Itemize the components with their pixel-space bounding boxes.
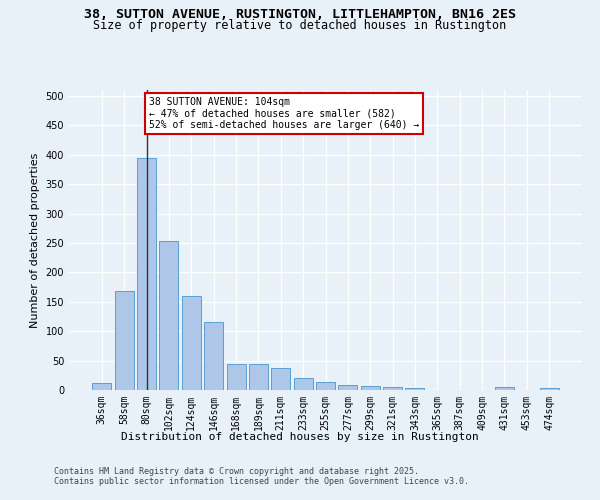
Bar xyxy=(293,378,313,390)
Bar xyxy=(137,158,156,390)
Bar xyxy=(539,388,559,390)
Text: Contains HM Land Registry data © Crown copyright and database right 2025.: Contains HM Land Registry data © Crown c… xyxy=(54,467,419,476)
Bar xyxy=(406,388,424,390)
Bar xyxy=(160,241,178,390)
Bar xyxy=(361,386,380,390)
Bar xyxy=(271,368,290,390)
Bar xyxy=(182,296,201,390)
Bar xyxy=(383,387,402,390)
Text: Distribution of detached houses by size in Rustington: Distribution of detached houses by size … xyxy=(121,432,479,442)
Bar xyxy=(92,383,112,390)
Text: Contains public sector information licensed under the Open Government Licence v3: Contains public sector information licen… xyxy=(54,477,469,486)
Text: Size of property relative to detached houses in Rustington: Size of property relative to detached ho… xyxy=(94,18,506,32)
Bar xyxy=(338,384,358,390)
Bar xyxy=(204,322,223,390)
Bar xyxy=(495,387,514,390)
Y-axis label: Number of detached properties: Number of detached properties xyxy=(30,152,40,328)
Bar xyxy=(115,291,134,390)
Text: 38 SUTTON AVENUE: 104sqm
← 47% of detached houses are smaller (582)
52% of semi-: 38 SUTTON AVENUE: 104sqm ← 47% of detach… xyxy=(149,97,419,130)
Text: 38, SUTTON AVENUE, RUSTINGTON, LITTLEHAMPTON, BN16 2ES: 38, SUTTON AVENUE, RUSTINGTON, LITTLEHAM… xyxy=(84,8,516,20)
Bar xyxy=(249,364,268,390)
Bar xyxy=(316,382,335,390)
Bar xyxy=(227,364,245,390)
